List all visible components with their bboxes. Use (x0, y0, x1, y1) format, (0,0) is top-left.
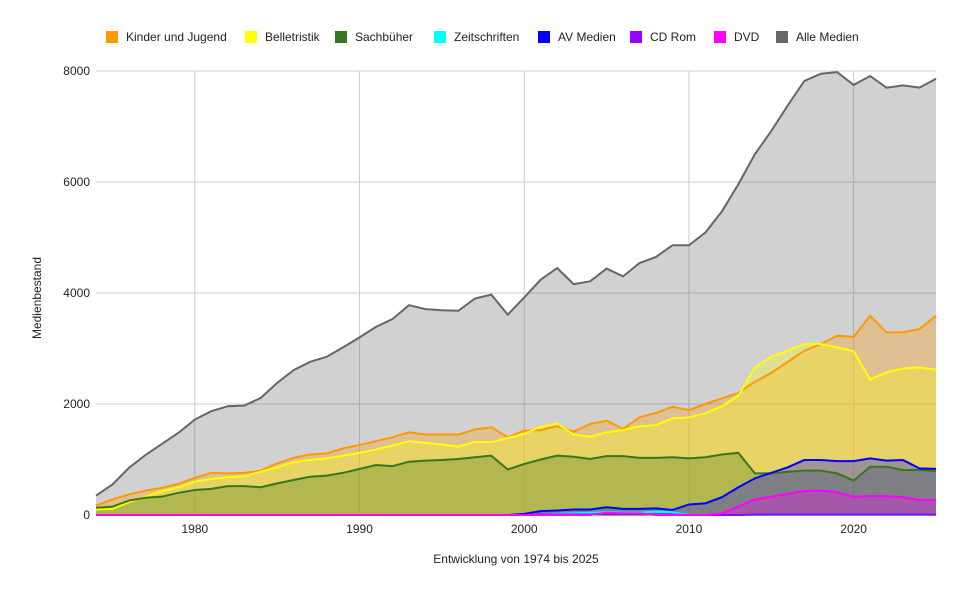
y-axis-title: Medienbestand (30, 257, 44, 339)
legend-swatch (776, 31, 788, 43)
y-tick-label: 0 (83, 508, 90, 522)
y-tick-label: 6000 (63, 175, 90, 189)
legend-label: Sachbüher (355, 30, 413, 44)
line-sachbüher (95, 451, 937, 509)
legend-label: Belletristik (265, 30, 321, 44)
y-tick-label: 2000 (63, 397, 90, 411)
area-dvd (96, 490, 936, 515)
area-sachbüher (96, 452, 936, 515)
x-tick-label: 2000 (511, 522, 538, 536)
legend-swatch (630, 31, 642, 43)
y-tick-label: 8000 (63, 64, 90, 78)
legend-swatch (245, 31, 257, 43)
legend-swatch (106, 31, 118, 43)
x-axis-title: Entwicklung von 1974 bis 2025 (433, 552, 599, 566)
legend-swatch (434, 31, 446, 43)
legend-item: Sachbüher (335, 30, 413, 44)
legend-label: CD Rom (650, 30, 696, 44)
legend: Kinder und Jugend Belletristik Sachbüher Ze… (106, 30, 859, 44)
x-tick-label: 2020 (840, 522, 867, 536)
legend-label: DVD (734, 30, 760, 44)
legend-item: DVD (714, 30, 760, 44)
area-kinder-und-jugend (96, 315, 936, 515)
line-dvd (96, 489, 936, 516)
x-tick-label: 1980 (181, 522, 208, 536)
legend-item: AV Medien (538, 30, 616, 44)
legend-label: Kinder und Jugend (126, 30, 227, 44)
legend-label: AV Medien (558, 30, 616, 44)
legend-swatch (714, 31, 726, 43)
line-belletristik (95, 343, 937, 511)
area-av-medien (96, 458, 936, 515)
x-tick-label: 2010 (676, 522, 703, 536)
legend-item: Alle Medien (776, 30, 859, 44)
legend-item: Zeitschriften (434, 30, 519, 44)
y-tick-label: 4000 (63, 286, 90, 300)
legend-item: Kinder und Jugend (106, 30, 227, 44)
area-belletristik (96, 344, 936, 515)
legend-swatch (335, 31, 347, 43)
x-tick-label: 1990 (346, 522, 373, 536)
series-areas (95, 71, 937, 516)
line-kinder-und-jugend (95, 314, 937, 507)
legend-item: CD Rom (630, 30, 696, 44)
legend-label: Alle Medien (796, 30, 859, 44)
legend-swatch (538, 31, 550, 43)
line-alle-medien (95, 71, 937, 497)
legend-label: Zeitschriften (454, 30, 519, 44)
tick-labels: 0 2000 4000 6000 8000 1980 1990 2000 2010 2020 (63, 64, 867, 536)
legend-item: Belletristik (245, 30, 321, 44)
